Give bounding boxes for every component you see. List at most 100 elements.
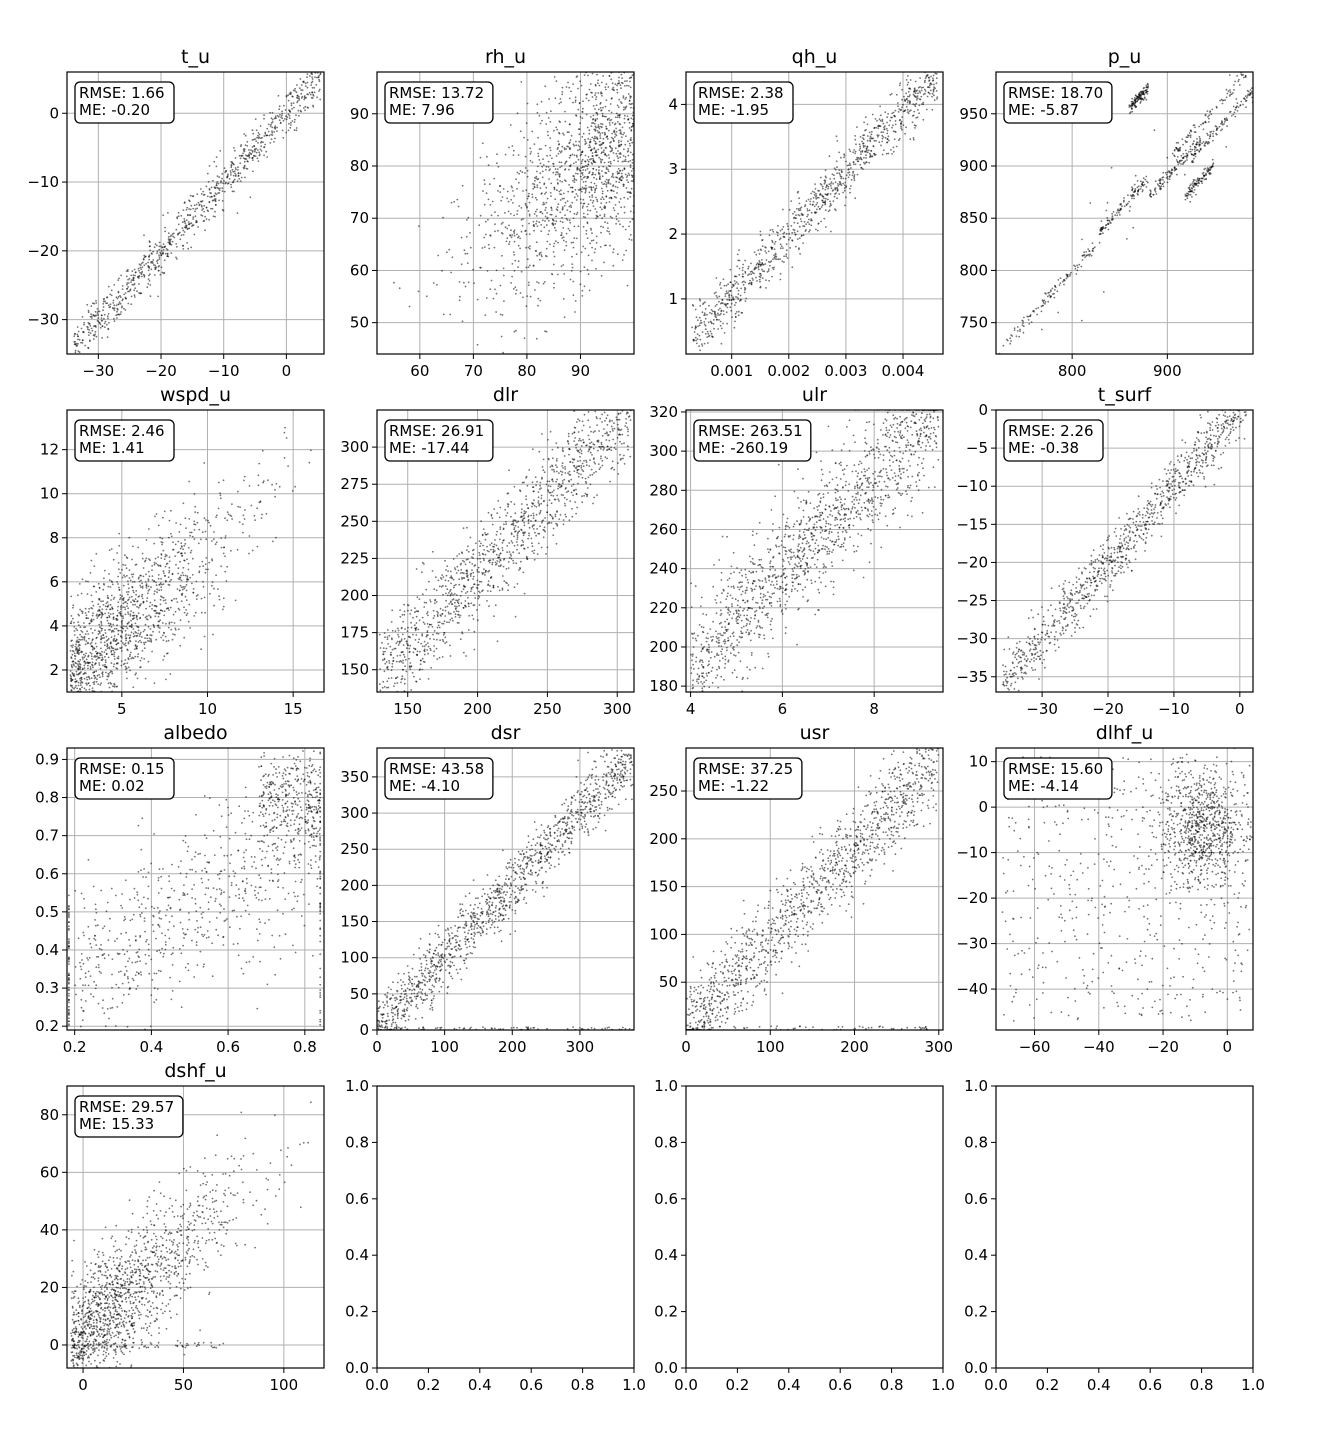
scatter-point	[631, 64, 633, 66]
scatter-point	[483, 179, 486, 182]
scatter-point	[839, 173, 841, 176]
scatter-point	[785, 232, 788, 235]
scatter-point	[318, 78, 320, 81]
scatter-point	[304, 65, 306, 67]
scatter-point	[1177, 150, 1180, 153]
scatter-point	[897, 105, 899, 108]
scatter-point	[588, 88, 591, 91]
scatter-point	[779, 258, 781, 260]
scatter-point	[699, 322, 702, 324]
scatter-point	[251, 157, 254, 160]
scatter-point	[398, 287, 401, 290]
scatter-point	[575, 253, 578, 256]
scatter-point	[288, 122, 290, 125]
scatter-point	[527, 281, 530, 284]
scatter-point	[601, 151, 604, 154]
scatter-point	[851, 174, 854, 177]
scatter-point	[627, 147, 630, 150]
scatter-point	[219, 497, 222, 500]
scatter-point	[516, 233, 518, 236]
scatter-point	[74, 363, 76, 365]
scatter-point	[531, 196, 534, 199]
scatter-point	[774, 240, 777, 243]
scatter-point	[520, 218, 523, 221]
scatter-point	[298, 87, 301, 89]
scatter-point	[1244, 98, 1246, 101]
scatter-point	[584, 191, 587, 194]
scatter-point	[833, 195, 836, 198]
scatter-point	[308, 461, 311, 464]
scatter-point	[1108, 219, 1110, 222]
scatter-point	[291, 95, 294, 98]
scatter-point	[194, 505, 197, 508]
scatter-point	[620, 81, 623, 84]
scatter-point	[545, 330, 548, 333]
scatter-point	[569, 141, 571, 144]
scatter-point	[81, 727, 83, 729]
scatter-point	[866, 151, 869, 154]
scatter-point	[555, 215, 557, 218]
scatter-point	[892, 111, 895, 114]
scatter-point	[179, 238, 182, 241]
scatter-point	[736, 265, 739, 268]
scatter-point	[192, 195, 195, 198]
scatter-point	[785, 253, 788, 256]
scatter-point	[129, 653, 132, 656]
scatter-point	[116, 310, 118, 313]
scatter-point	[279, 121, 282, 124]
scatter-point	[1122, 200, 1125, 203]
scatter-point	[549, 154, 552, 157]
scatter-point	[696, 338, 699, 341]
scatter-point	[168, 571, 171, 574]
scatter-point	[550, 206, 553, 209]
scatter-point	[782, 208, 784, 211]
scatter-point	[136, 605, 139, 608]
scatter-point	[136, 618, 139, 621]
scatter-point	[566, 219, 569, 221]
scatter-point	[71, 716, 73, 718]
scatter-point	[772, 268, 775, 271]
scatter-point	[165, 678, 167, 681]
scatter-point	[884, 111, 887, 113]
scatter-point	[583, 266, 586, 269]
scatter-point	[550, 213, 553, 216]
scatter-point	[929, 89, 932, 92]
scatter-point	[613, 123, 616, 126]
scatter-point	[1197, 177, 1199, 180]
scatter-point	[1144, 89, 1147, 92]
scatter-point	[933, 94, 935, 97]
scatter-point	[70, 620, 73, 623]
scatter-point	[730, 299, 733, 301]
scatter-point	[627, 93, 630, 95]
scatter-point	[148, 528, 150, 530]
scatter-point	[283, 118, 286, 120]
scatter-point	[590, 239, 593, 242]
scatter-point	[725, 284, 728, 287]
scatter-point	[849, 187, 851, 190]
scatter-point	[624, 63, 626, 65]
scatter-point	[508, 243, 510, 246]
scatter-point	[253, 145, 256, 147]
scatter-point	[1186, 154, 1189, 157]
scatter-point	[1226, 92, 1229, 95]
scatter-point	[760, 263, 763, 266]
scatter-point	[785, 255, 787, 258]
scatter-point	[469, 232, 471, 234]
scatter-point	[225, 181, 227, 184]
scatter-point	[220, 180, 222, 183]
scatter-point	[623, 106, 625, 109]
scatter-point	[598, 178, 601, 180]
scatter-point	[597, 82, 599, 85]
scatter-point	[894, 130, 896, 133]
scatter-point	[608, 165, 610, 167]
scatter-point	[922, 118, 925, 121]
scatter-point	[808, 230, 810, 233]
scatter-point	[91, 317, 93, 319]
scatter-point	[262, 481, 264, 484]
scatter-point	[759, 286, 762, 289]
scatter-point	[548, 47, 550, 49]
scatter-point	[161, 622, 164, 624]
scatter-point	[269, 142, 272, 144]
scatter-point	[565, 148, 568, 150]
scatter-point	[1100, 233, 1102, 235]
